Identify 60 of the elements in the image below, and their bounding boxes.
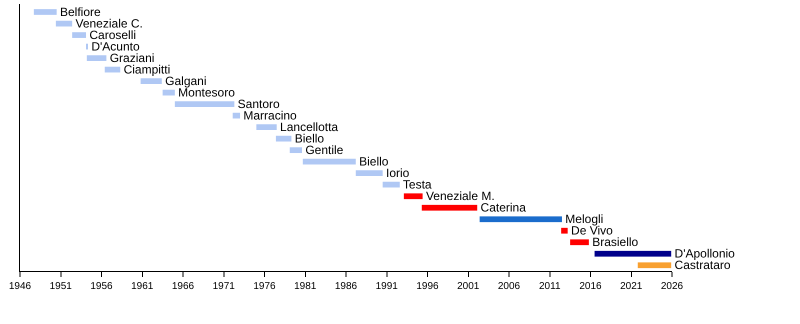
y-tick-label: Gentile xyxy=(302,143,344,158)
y-tick-label: Iorio xyxy=(382,166,410,180)
x-tick-label: 2016 xyxy=(579,281,602,292)
bar xyxy=(480,216,562,222)
y-tick-label: Caroselli xyxy=(86,28,136,42)
x-tick-label: 2011 xyxy=(538,281,561,292)
y-tick-label: Graziani xyxy=(106,51,154,66)
y-tick-label: Brasiello xyxy=(588,235,639,250)
bar xyxy=(140,78,162,84)
x-tick-label: 1951 xyxy=(50,281,72,292)
x-tick-label: 1971 xyxy=(212,281,236,292)
x-tick-label: 2021 xyxy=(620,281,643,292)
x-tick-label: 1946 xyxy=(8,281,32,292)
bar xyxy=(34,9,57,15)
x-tick-label: 1996 xyxy=(416,281,440,292)
y-tick-label: Caterina xyxy=(477,200,526,215)
x-tick-label: 1966 xyxy=(172,281,195,292)
y-tick-label: Veneziale M. xyxy=(422,189,495,204)
x-tick-label: 2026 xyxy=(660,281,684,292)
y-tick-label: Santoro xyxy=(234,97,280,112)
x-tick-label: 2006 xyxy=(498,281,521,292)
x-tick-label: 2001 xyxy=(457,281,480,292)
bar xyxy=(404,193,423,200)
bar xyxy=(86,55,106,61)
bar xyxy=(72,32,86,38)
y-tick-label: Testa xyxy=(400,178,432,192)
bar xyxy=(290,147,302,154)
bar xyxy=(104,66,120,72)
x-tick-label: 1986 xyxy=(334,281,358,292)
x-tick-label: 1991 xyxy=(376,281,398,292)
y-tick-label: Ciampitti xyxy=(120,62,170,77)
y-tick-label: Lancellotta xyxy=(276,120,338,134)
bar xyxy=(276,136,292,142)
y-tick-label: Biello xyxy=(356,154,389,169)
bar xyxy=(422,204,478,211)
x-tick-label: 1961 xyxy=(131,281,154,292)
bar xyxy=(174,101,234,107)
bar xyxy=(570,239,589,246)
y-tick-label: Belfiore xyxy=(56,5,102,20)
y-tick-label: Galgani xyxy=(162,74,207,88)
x-tick-label: 1956 xyxy=(90,281,114,292)
y-tick-label: Veneziale C. xyxy=(72,16,143,31)
y-tick-label: D'Apollonio xyxy=(671,246,736,261)
bar xyxy=(232,112,240,119)
bar xyxy=(638,262,672,268)
x-tick-label: 1976 xyxy=(253,281,276,292)
bar xyxy=(302,158,356,165)
bar xyxy=(594,250,672,257)
y-tick-label: Melogli xyxy=(562,212,604,226)
bar xyxy=(561,228,568,234)
bar xyxy=(256,124,277,130)
y-tick-label: Marracino xyxy=(240,108,298,123)
y-tick-label: Biello xyxy=(291,132,324,146)
bar xyxy=(56,20,72,26)
bar xyxy=(382,182,400,188)
x-tick-label: 1981 xyxy=(294,281,317,292)
y-tick-label: Castrataro xyxy=(671,258,731,272)
y-tick-label: D'Acunto xyxy=(88,40,140,54)
bar xyxy=(162,90,175,96)
bar xyxy=(356,170,383,176)
